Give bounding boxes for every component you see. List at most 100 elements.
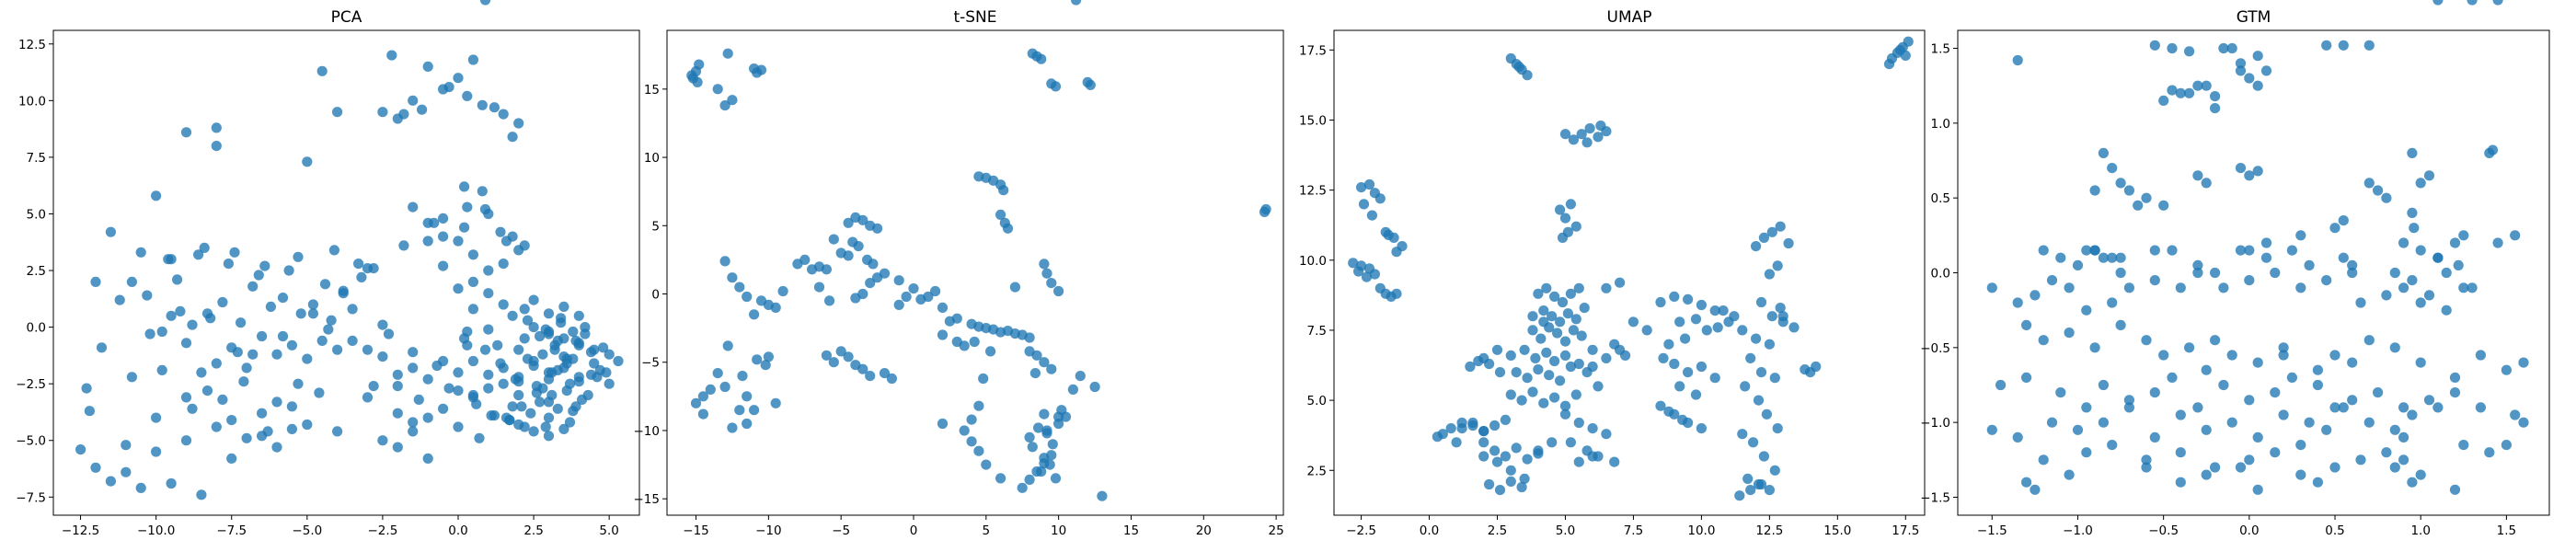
- x-tick-label: 5: [983, 523, 991, 538]
- data-point: [199, 242, 210, 253]
- data-point: [1570, 389, 1581, 400]
- data-point: [302, 156, 313, 167]
- data-point: [2167, 245, 2178, 256]
- data-point: [1758, 451, 1769, 462]
- data-point: [2123, 395, 2134, 406]
- data-point: [1559, 336, 1571, 347]
- data-point: [535, 397, 546, 408]
- data-point: [1366, 210, 1377, 221]
- data-point: [2278, 409, 2289, 420]
- data-point: [223, 259, 234, 270]
- data-point: [2098, 147, 2109, 158]
- data-point: [2235, 58, 2247, 69]
- data-point: [792, 259, 803, 270]
- data-point: [166, 310, 177, 321]
- panel-title: t-SNE: [953, 8, 996, 27]
- data-point: [316, 65, 328, 76]
- x-tick-label: 15.0: [1823, 523, 1851, 538]
- data-point: [467, 249, 478, 260]
- data-point: [2252, 484, 2263, 495]
- data-point: [760, 360, 771, 371]
- data-point: [1587, 344, 1598, 355]
- data-point: [356, 271, 367, 282]
- data-point: [2458, 282, 2469, 293]
- data-point: [2329, 350, 2340, 361]
- data-point: [1709, 373, 1720, 384]
- data-point: [1565, 288, 1576, 299]
- data-point: [2192, 267, 2203, 279]
- data-point: [1559, 213, 1571, 224]
- data-point: [843, 351, 854, 362]
- data-point: [2098, 379, 2109, 391]
- data-point: [1533, 445, 1544, 456]
- data-point: [121, 440, 132, 451]
- data-point: [697, 408, 709, 420]
- data-point: [1742, 473, 1754, 485]
- data-point: [1587, 423, 1598, 434]
- data-point: [180, 338, 192, 349]
- data-point: [1445, 423, 1456, 434]
- data-point: [247, 281, 259, 292]
- data-point: [1680, 333, 1691, 344]
- data-point: [734, 405, 745, 416]
- data-point: [467, 392, 478, 403]
- data-point: [286, 423, 297, 434]
- data-point: [2149, 40, 2160, 51]
- data-point: [2123, 282, 2134, 293]
- data-point: [1549, 355, 1560, 367]
- data-point: [513, 245, 524, 256]
- data-point: [2415, 178, 2426, 189]
- data-point: [522, 353, 534, 364]
- data-point: [865, 278, 876, 289]
- x-tick-label: 0.0: [2239, 523, 2259, 538]
- x-tick-label: 17.5: [1892, 523, 1919, 538]
- data-point: [105, 226, 116, 237]
- data-point: [283, 265, 294, 276]
- x-tick-label: −12.5: [62, 523, 99, 538]
- data-point: [2235, 245, 2247, 256]
- data-point: [1041, 268, 1052, 279]
- data-point: [525, 408, 536, 419]
- data-point: [770, 397, 781, 408]
- data-point: [2141, 192, 2152, 203]
- data-point: [981, 459, 992, 470]
- data-point: [1530, 352, 1541, 363]
- data-point: [2089, 342, 2100, 353]
- data-point: [1559, 129, 1571, 140]
- data-point: [589, 358, 600, 369]
- data-point: [604, 378, 615, 389]
- data-point: [2449, 372, 2461, 383]
- data-point: [697, 391, 709, 402]
- data-point: [1511, 443, 1522, 454]
- data-point: [2226, 417, 2237, 428]
- data-point: [438, 260, 449, 271]
- x-tick-label: 10: [1051, 523, 1066, 538]
- data-point: [2167, 42, 2178, 54]
- data-point: [211, 141, 222, 152]
- data-point: [1456, 417, 1467, 429]
- data-point: [201, 385, 213, 397]
- x-tick-label: −7.5: [216, 523, 247, 538]
- data-point: [2286, 372, 2297, 383]
- data-point: [431, 360, 443, 372]
- data-point: [486, 410, 497, 421]
- data-point: [467, 54, 478, 65]
- data-point: [2192, 170, 2203, 181]
- data-point: [2184, 87, 2195, 98]
- data-point: [2175, 282, 2186, 293]
- data-point: [2158, 350, 2169, 361]
- data-point: [2312, 364, 2323, 375]
- data-point: [1505, 476, 1516, 488]
- data-point: [377, 435, 388, 446]
- data-point: [813, 282, 825, 293]
- data-point: [2347, 267, 2358, 279]
- data-point: [2072, 424, 2084, 435]
- data-point: [552, 335, 563, 346]
- data-point: [2210, 267, 2221, 279]
- data-point: [1505, 465, 1516, 476]
- data-point: [121, 466, 132, 477]
- data-point: [1527, 325, 1538, 336]
- data-point: [408, 426, 419, 437]
- data-point: [2218, 379, 2229, 391]
